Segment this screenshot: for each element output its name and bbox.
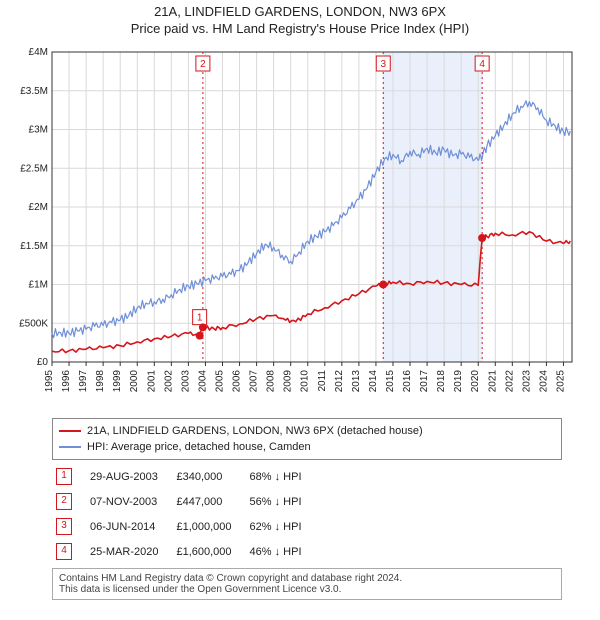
sale-date: 07-NOV-2003 [86,489,172,514]
svg-text:2009: 2009 [283,370,294,393]
svg-text:2001: 2001 [146,370,157,393]
sale-date: 29-AUG-2003 [86,464,172,489]
svg-text:2017: 2017 [419,370,430,393]
sale-badge: 1 [56,468,72,485]
sale-price: £1,000,000 [172,514,245,539]
svg-text:£500K: £500K [19,318,48,329]
svg-text:2021: 2021 [487,370,498,393]
svg-text:£3M: £3M [29,125,48,136]
sale-price: £447,000 [172,489,245,514]
sale-date: 06-JUN-2014 [86,514,172,539]
sale-badge: 3 [56,518,72,535]
svg-text:1997: 1997 [78,370,89,393]
svg-text:£4M: £4M [29,47,48,58]
svg-text:1998: 1998 [95,370,106,393]
svg-text:2000: 2000 [129,370,140,393]
svg-text:2005: 2005 [214,370,225,393]
chart-area: £0 £500K £1M £1.5M £2M £2.5M £3M £3.5M £4M 1995 19… [0,42,600,412]
svg-text:2012: 2012 [334,370,345,393]
chart-title-line1: 21A, LINDFIELD GARDENS, LONDON, NW3 6PX [0,4,600,19]
svg-text:1999: 1999 [112,370,123,393]
sale-hpi-delta: 68% ↓ HPI [246,464,316,489]
svg-text:2024: 2024 [538,370,549,393]
svg-text:2023: 2023 [521,370,532,393]
svg-text:2: 2 [200,59,206,70]
svg-text:1: 1 [197,313,203,324]
svg-text:2015: 2015 [385,370,396,393]
svg-text:£1M: £1M [29,280,48,291]
chart-title-line2: Price paid vs. HM Land Registry's House … [0,21,600,36]
sale-badge: 2 [56,493,72,510]
footer-line2: This data is licensed under the Open Gov… [59,584,555,595]
sale-hpi-delta: 56% ↓ HPI [246,489,316,514]
legend-label: 21A, LINDFIELD GARDENS, LONDON, NW3 6PX … [87,425,423,437]
svg-text:1995: 1995 [44,370,55,393]
svg-text:2010: 2010 [300,370,311,393]
svg-text:2013: 2013 [351,370,362,393]
svg-text:£0: £0 [37,357,49,368]
table-row: 3 06-JUN-2014£1,000,00062% ↓ HPI [52,514,316,539]
sales-table: 1 29-AUG-2003£340,00068% ↓ HPI 2 07-NOV-200… [52,464,316,564]
legend-label: HPI: Average price, detached house, Camd… [87,441,311,453]
legend-swatch [59,430,81,432]
footer-attribution: Contains HM Land Registry data © Crown c… [52,568,562,600]
svg-text:2011: 2011 [317,370,328,392]
line-chart: £0 £500K £1M £1.5M £2M £2.5M £3M £3.5M £4M 1995 19… [0,42,600,412]
table-row: 4 25-MAR-2020£1,600,00046% ↓ HPI [52,539,316,564]
sale-badge: 4 [56,543,72,560]
sale-hpi-delta: 46% ↓ HPI [246,539,316,564]
svg-text:2006: 2006 [232,370,243,393]
svg-text:1996: 1996 [61,370,72,393]
svg-text:2018: 2018 [436,370,447,393]
svg-text:2007: 2007 [249,370,260,393]
footer-line1: Contains HM Land Registry data © Crown c… [59,573,555,584]
svg-text:2003: 2003 [180,370,191,393]
svg-text:£3.5M: £3.5M [20,86,48,97]
sale-date: 25-MAR-2020 [86,539,172,564]
svg-text:2019: 2019 [453,370,464,393]
svg-text:£1.5M: £1.5M [20,241,48,252]
table-row: 1 29-AUG-2003£340,00068% ↓ HPI [52,464,316,489]
legend-item: HPI: Average price, detached house, Camd… [59,439,555,455]
svg-text:2014: 2014 [368,370,379,393]
svg-text:2004: 2004 [197,370,208,393]
svg-text:2002: 2002 [163,370,174,393]
svg-text:2020: 2020 [470,370,481,393]
sale-price: £1,600,000 [172,539,245,564]
legend: 21A, LINDFIELD GARDENS, LONDON, NW3 6PX … [52,418,562,460]
legend-item: 21A, LINDFIELD GARDENS, LONDON, NW3 6PX … [59,423,555,439]
svg-text:3: 3 [380,59,386,70]
sale-hpi-delta: 62% ↓ HPI [246,514,316,539]
svg-text:2008: 2008 [266,370,277,393]
svg-text:4: 4 [479,59,485,70]
svg-text:2016: 2016 [402,370,413,393]
svg-text:2025: 2025 [555,370,566,393]
svg-text:2022: 2022 [504,370,515,393]
sale-price: £340,000 [172,464,245,489]
svg-text:£2.5M: £2.5M [20,163,48,174]
svg-text:£2M: £2M [29,202,48,213]
legend-swatch [59,446,81,448]
table-row: 2 07-NOV-2003£447,00056% ↓ HPI [52,489,316,514]
